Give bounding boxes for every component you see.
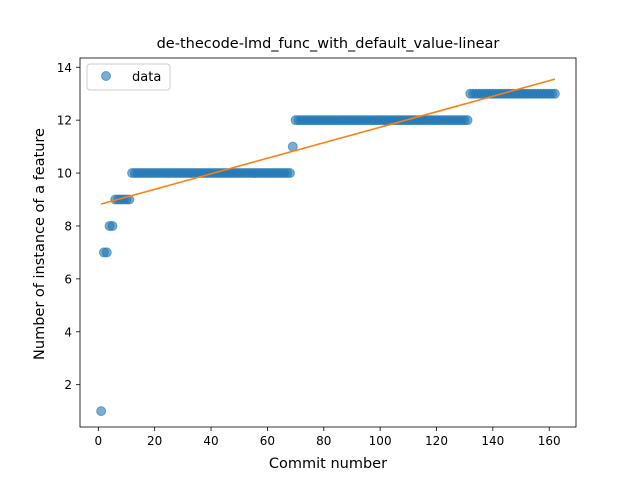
data-point bbox=[107, 220, 118, 231]
x-tick-label: 0 bbox=[94, 434, 102, 448]
x-tick-label: 80 bbox=[316, 434, 331, 448]
y-tick-label: 4 bbox=[64, 325, 72, 339]
y-axis-label: Number of instance of a feature bbox=[32, 128, 48, 360]
y-tick-label: 12 bbox=[57, 114, 72, 128]
y-tick-label: 2 bbox=[64, 378, 72, 392]
data-point bbox=[462, 115, 473, 126]
legend-marker bbox=[101, 71, 111, 81]
x-tick-label: 100 bbox=[369, 434, 392, 448]
legend: data bbox=[86, 63, 171, 91]
data-point bbox=[284, 168, 295, 179]
data-point bbox=[549, 88, 560, 99]
x-tick-label: 60 bbox=[260, 434, 275, 448]
chart-title: de-thecode-lmd_func_with_default_value-l… bbox=[157, 36, 500, 52]
y-tick-label: 10 bbox=[57, 167, 72, 181]
x-tick-label: 20 bbox=[147, 434, 162, 448]
axes: 0 20 40 60 80 100 120 140 160 2 4 6 8 10 12 14 bbox=[57, 57, 577, 448]
data-point bbox=[101, 247, 112, 258]
y-tick-label: 8 bbox=[64, 219, 72, 233]
legend-box bbox=[86, 63, 171, 91]
y-tick-label: 6 bbox=[64, 272, 72, 286]
fit-line bbox=[100, 78, 556, 205]
x-tick-label: 140 bbox=[481, 434, 504, 448]
x-tick-label: 40 bbox=[203, 434, 218, 448]
data-point bbox=[96, 406, 107, 417]
x-axis-label: Commit number bbox=[269, 456, 387, 472]
plot-area bbox=[96, 78, 560, 417]
legend-label-data: data bbox=[132, 70, 161, 85]
x-tick-label: 160 bbox=[538, 434, 561, 448]
y-tick-label: 14 bbox=[57, 61, 72, 75]
x-tick-label: 120 bbox=[425, 434, 448, 448]
axes-frame bbox=[79, 57, 577, 428]
